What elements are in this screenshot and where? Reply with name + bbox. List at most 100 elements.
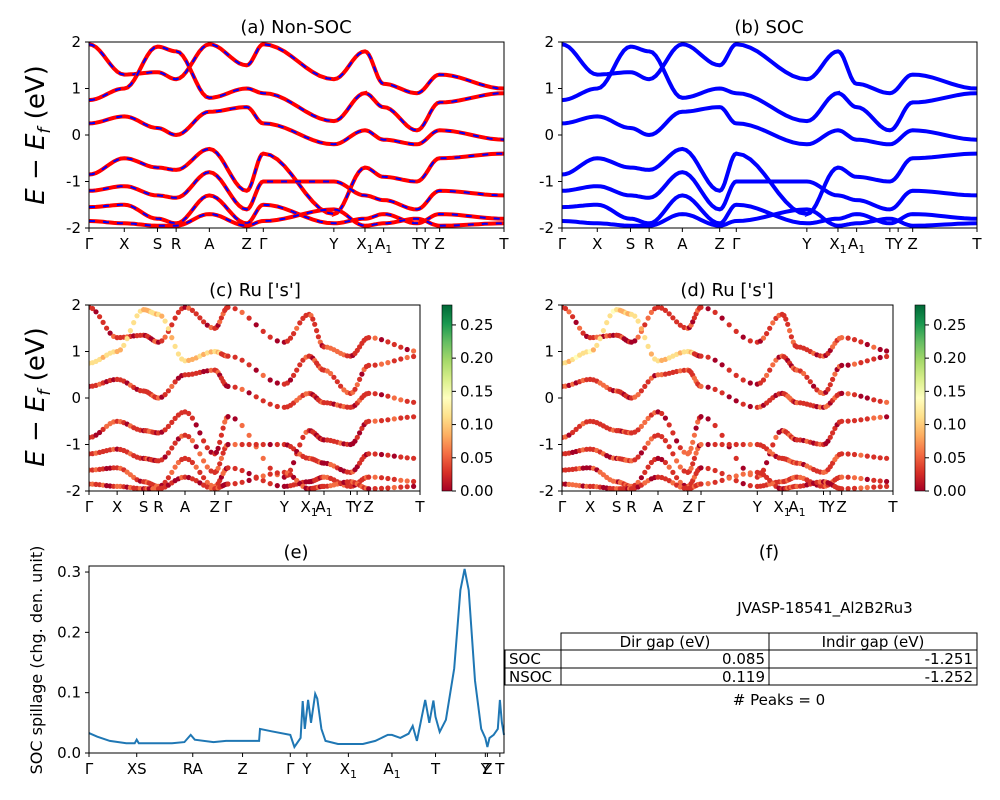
projection-point [877, 398, 883, 404]
projection-point [225, 414, 231, 420]
projection-point [877, 346, 883, 353]
colorbar-tick-label: 0.00 [460, 482, 493, 500]
projection-point [385, 417, 391, 423]
projection-point [770, 442, 776, 448]
projection-point [232, 306, 238, 312]
projection-point [635, 318, 641, 324]
projection-point [871, 477, 877, 483]
projection-point [642, 322, 648, 328]
band-dash [89, 194, 504, 225]
spillage-ylabel: SOC spillage (chg. den. unit) [27, 546, 46, 775]
projection-point [232, 416, 238, 422]
y-tick-label: 2 [544, 296, 554, 314]
projection-point [411, 455, 417, 461]
projection-point [830, 376, 836, 382]
projected-points [562, 305, 890, 491]
x-tick-label: Z [210, 498, 220, 516]
x-tick-label: Y [279, 498, 290, 516]
y-tick-label: 0 [544, 389, 554, 407]
colorbar-tick-label: 0.15 [933, 382, 966, 400]
projection-point [217, 439, 223, 445]
colorbar [441, 304, 453, 492]
projection-point [404, 478, 410, 484]
projection-point [871, 344, 877, 350]
projection-point [747, 403, 753, 410]
projection-point [635, 454, 641, 460]
projection-point [239, 467, 245, 474]
x-tick-label: R [153, 498, 163, 516]
projection-point [172, 440, 178, 446]
projection-point [175, 351, 181, 357]
x-tick-label: Γ [286, 760, 295, 778]
peaks-count: # Peaks = 0 [733, 691, 825, 709]
projection-point [666, 444, 672, 450]
projection-point [577, 423, 583, 429]
projection-point [645, 440, 651, 446]
projection-point [165, 450, 171, 456]
projection-point [297, 442, 303, 448]
projection-point [104, 423, 110, 429]
projection-point [659, 456, 665, 463]
projection-point [719, 432, 725, 438]
colorbar-tick-label: 0.05 [460, 449, 493, 467]
projection-point [218, 432, 224, 438]
projection-point [845, 335, 851, 341]
projection-point [121, 342, 127, 348]
projection-point [767, 367, 773, 373]
projection-point [127, 328, 133, 334]
projection-point [287, 335, 294, 341]
x-tick-label: T [430, 760, 441, 778]
x-tick-label: Z [364, 498, 374, 516]
projection-point [827, 382, 833, 388]
y-tick-label: 2 [544, 33, 554, 51]
projection-point [197, 451, 203, 457]
projection-point [411, 348, 417, 354]
band-ylabel-top: E − Ef (eV) [21, 65, 55, 205]
projection-point [260, 328, 266, 334]
x-tick-label: Z [237, 760, 247, 778]
x-tick-label: Z [435, 235, 445, 253]
projection-point [877, 455, 883, 461]
y-tick-label: 1 [71, 80, 81, 98]
colorbar-tick-label: 0.20 [460, 349, 493, 367]
projection-point [310, 316, 316, 322]
projection-point [352, 386, 358, 392]
colorbar [914, 304, 926, 492]
x-tick-label: X1 [773, 498, 790, 519]
axes-frame [88, 41, 505, 229]
projection-point [294, 477, 300, 484]
y-tick-label: 1 [544, 80, 554, 98]
projection-point [642, 445, 648, 451]
projection-point [638, 388, 645, 394]
projection-point [674, 438, 680, 444]
y-tick-label: -1 [539, 173, 554, 191]
projection-point [398, 477, 404, 483]
projection-point [372, 486, 378, 491]
projection-point [851, 392, 858, 398]
projection-point [366, 362, 372, 368]
projection-point [871, 356, 877, 362]
projection-point [239, 422, 245, 429]
projection-point [804, 374, 810, 380]
projection-point [635, 392, 641, 398]
projection-point [726, 475, 732, 481]
projection-point [372, 335, 378, 341]
y-tick-label: -2 [66, 482, 81, 500]
projection-point [770, 362, 776, 368]
axes-frame [88, 304, 421, 492]
projection-point [785, 321, 791, 327]
projection-point [712, 467, 718, 474]
projection-point [182, 372, 188, 378]
projection-point [246, 470, 252, 477]
projection-point [871, 397, 877, 403]
x-tick-label: Γ [85, 235, 94, 253]
projection-point [770, 320, 776, 326]
projection-point [372, 391, 378, 397]
projection-point [239, 479, 245, 485]
x-tick-label: T [414, 498, 425, 516]
projection-point [839, 362, 845, 368]
x-tick-label: A1 [788, 498, 805, 519]
projection-point [666, 311, 672, 317]
projection-point [378, 485, 385, 491]
